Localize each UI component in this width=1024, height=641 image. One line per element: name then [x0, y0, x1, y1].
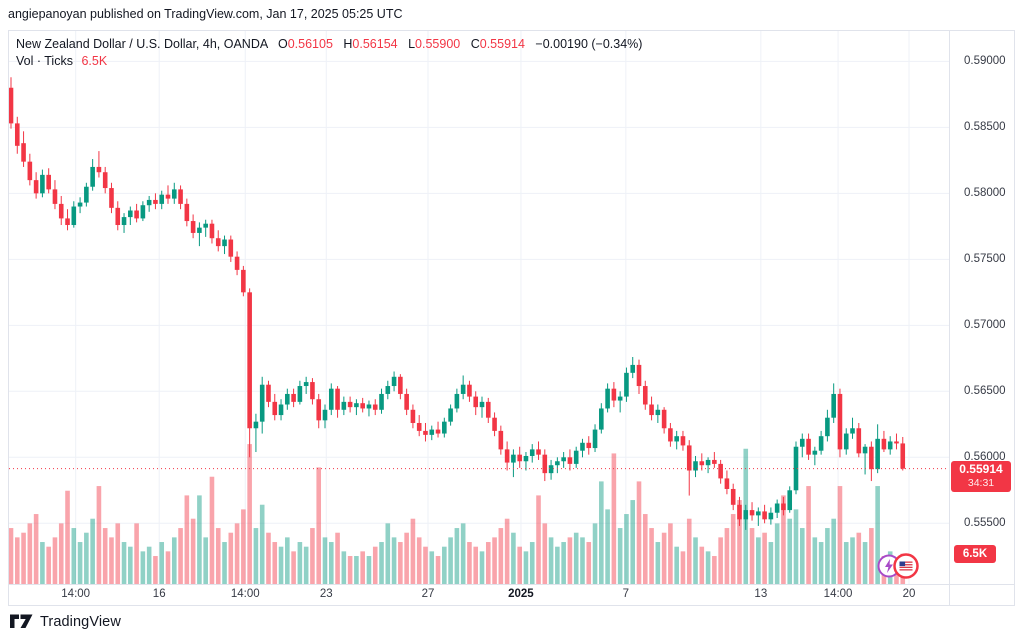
chart-widget: New Zealand Dollar / U.S. Dollar, 4h, OA… [8, 30, 1015, 606]
price-scale-label: 0.59000 [964, 55, 1006, 68]
us-flag-event-icon [893, 553, 919, 579]
change-value: −0.00190 (−0.34%) [535, 37, 643, 51]
time-scale-label: 7 [622, 588, 629, 600]
volume-value: 6.5K [81, 54, 108, 68]
price-scale-label: 0.56500 [964, 385, 1006, 398]
time-scale-label: 27 [421, 588, 435, 600]
time-scale-label: 13 [754, 588, 768, 600]
close-value: 0.55914 [479, 37, 525, 51]
price-scale-label: 0.57000 [964, 319, 1006, 332]
open-value: 0.56105 [287, 37, 333, 51]
time-scale-label: 14:00 [230, 588, 260, 600]
price-scale-separator [949, 31, 950, 606]
time-scale-label: 23 [319, 588, 333, 600]
price-scale-label: 0.55500 [964, 517, 1006, 530]
price-scale-label: 0.58000 [964, 187, 1006, 200]
price-scale-label: 0.56000 [964, 451, 1006, 464]
open-label: O [277, 37, 288, 51]
chart-legend: New Zealand Dollar / U.S. Dollar, 4h, OA… [16, 36, 642, 70]
time-scale-axis[interactable]: 14:00 16 14:00 23 27 2025 7 13 14:00 20 [9, 585, 949, 606]
symbol-title[interactable]: New Zealand Dollar / U.S. Dollar, 4h, OA… [16, 37, 268, 51]
price-scale-label: 0.58500 [964, 121, 1006, 134]
tradingview-logo-text[interactable]: TradingView [40, 614, 121, 630]
close-label: C [470, 37, 480, 51]
legend-symbol-row: New Zealand Dollar / U.S. Dollar, 4h, OA… [16, 36, 642, 53]
high-label: H [343, 37, 353, 51]
time-scale-label: 16 [152, 588, 166, 600]
time-scale-label: 2025 [508, 588, 534, 600]
tradingview-logo-icon[interactable] [10, 614, 33, 631]
low-label: L [408, 37, 416, 51]
last-price-badge: 0.55914 34:31 [951, 461, 1011, 492]
last-volume-badge: 6.5K [954, 545, 996, 563]
high-value: 0.56154 [352, 37, 398, 51]
volume-label[interactable]: Vol · Ticks [16, 54, 73, 68]
time-scale-label: 14:00 [61, 588, 91, 600]
time-scale-label: 20 [902, 588, 916, 600]
legend-volume-row: Vol · Ticks 6.5K [16, 53, 642, 70]
price-scale-label: 0.57500 [964, 253, 1006, 266]
price-scale-axis[interactable]: 0.59000 0.58500 0.58000 0.57500 0.57000 0.565… [950, 31, 1015, 584]
low-value: 0.55900 [415, 37, 461, 51]
bar-countdown: 34:31 [967, 477, 995, 489]
time-scale-label: 14:00 [823, 588, 853, 600]
last-price-value: 0.55914 [959, 462, 1003, 476]
tradingview-footer: TradingView [10, 610, 121, 634]
price-pane[interactable]: New Zealand Dollar / U.S. Dollar, 4h, OA… [9, 31, 949, 584]
time-scale-separator [9, 584, 1015, 585]
economic-event-icons[interactable] [875, 550, 923, 580]
publish-attribution: angiepanoyan published on TradingView.co… [8, 7, 403, 21]
candlestick-chart[interactable] [9, 31, 949, 584]
